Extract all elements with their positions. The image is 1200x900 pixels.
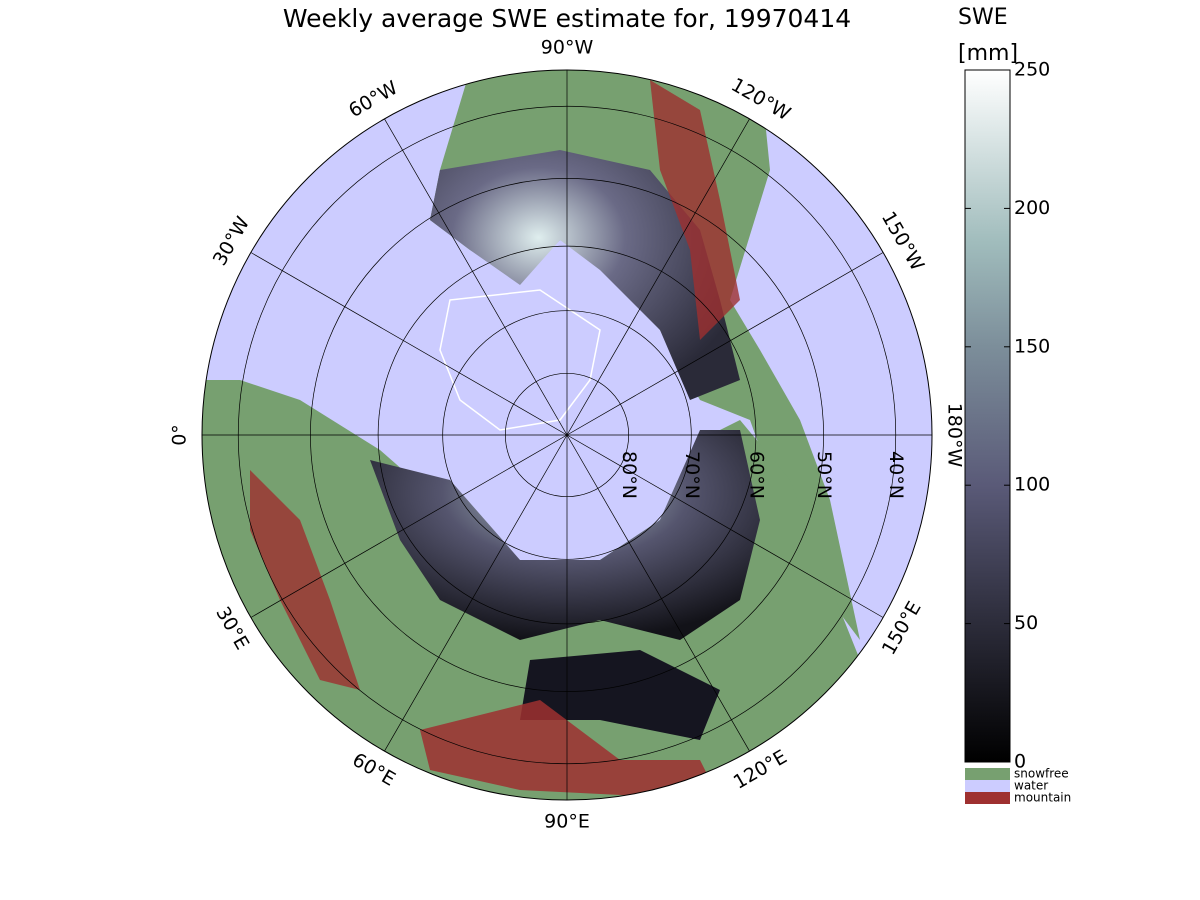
- parallel-label: 70°N: [681, 451, 703, 499]
- colorbar-unit: [mm]: [958, 41, 1018, 66]
- mountain: [650, 80, 740, 340]
- meridian-label: 90°W: [541, 37, 594, 59]
- graticule: [202, 70, 932, 800]
- colorbar-tick-label: 150: [1014, 335, 1050, 357]
- legend-label: water: [1014, 779, 1048, 793]
- meridian: [566, 434, 750, 752]
- legend-swatch: [965, 768, 1010, 780]
- map-body: [202, 70, 932, 800]
- meridian-label: 0°: [169, 424, 191, 446]
- map-edge: [201, 69, 933, 801]
- colorbar-tick-label: 50: [1014, 612, 1038, 634]
- meridian: [384, 118, 568, 436]
- meridian: [566, 252, 884, 436]
- meridian-label: 90°E: [544, 811, 590, 833]
- legend-swatch: [965, 780, 1010, 792]
- colorbar-tick-label: 250: [1014, 59, 1050, 81]
- meridian: [566, 118, 750, 436]
- snow-cover: [430, 150, 740, 400]
- snow-cover: [370, 430, 760, 640]
- colorbar-title: SWE: [958, 5, 1008, 30]
- snow-cover: [520, 650, 720, 740]
- parallel-label: 80°N: [618, 451, 640, 499]
- colorbar-tick-label: 100: [1014, 474, 1050, 496]
- colorbar: [964, 69, 1011, 763]
- meridian: [250, 252, 568, 436]
- legend-label: snowfree: [1014, 767, 1069, 781]
- colorbar-tick-label: 200: [1014, 197, 1050, 219]
- mountain: [250, 470, 360, 690]
- parallel-label: 60°N: [745, 451, 767, 499]
- legend-swatch: [965, 792, 1010, 804]
- meridian: [566, 434, 884, 618]
- parallel-label: 40°N: [885, 451, 907, 499]
- legend-label: mountain: [1014, 791, 1071, 805]
- meridian: [384, 434, 568, 752]
- ice-sheet: [439, 289, 601, 431]
- colorbar-tick-label: 0: [1014, 751, 1026, 773]
- meridian-label: 180°W: [944, 403, 966, 468]
- parallel-label: 50°N: [813, 451, 835, 499]
- mountain: [420, 700, 720, 800]
- meridian: [250, 434, 568, 618]
- map-title: Weekly average SWE estimate for, 1997041…: [283, 4, 851, 33]
